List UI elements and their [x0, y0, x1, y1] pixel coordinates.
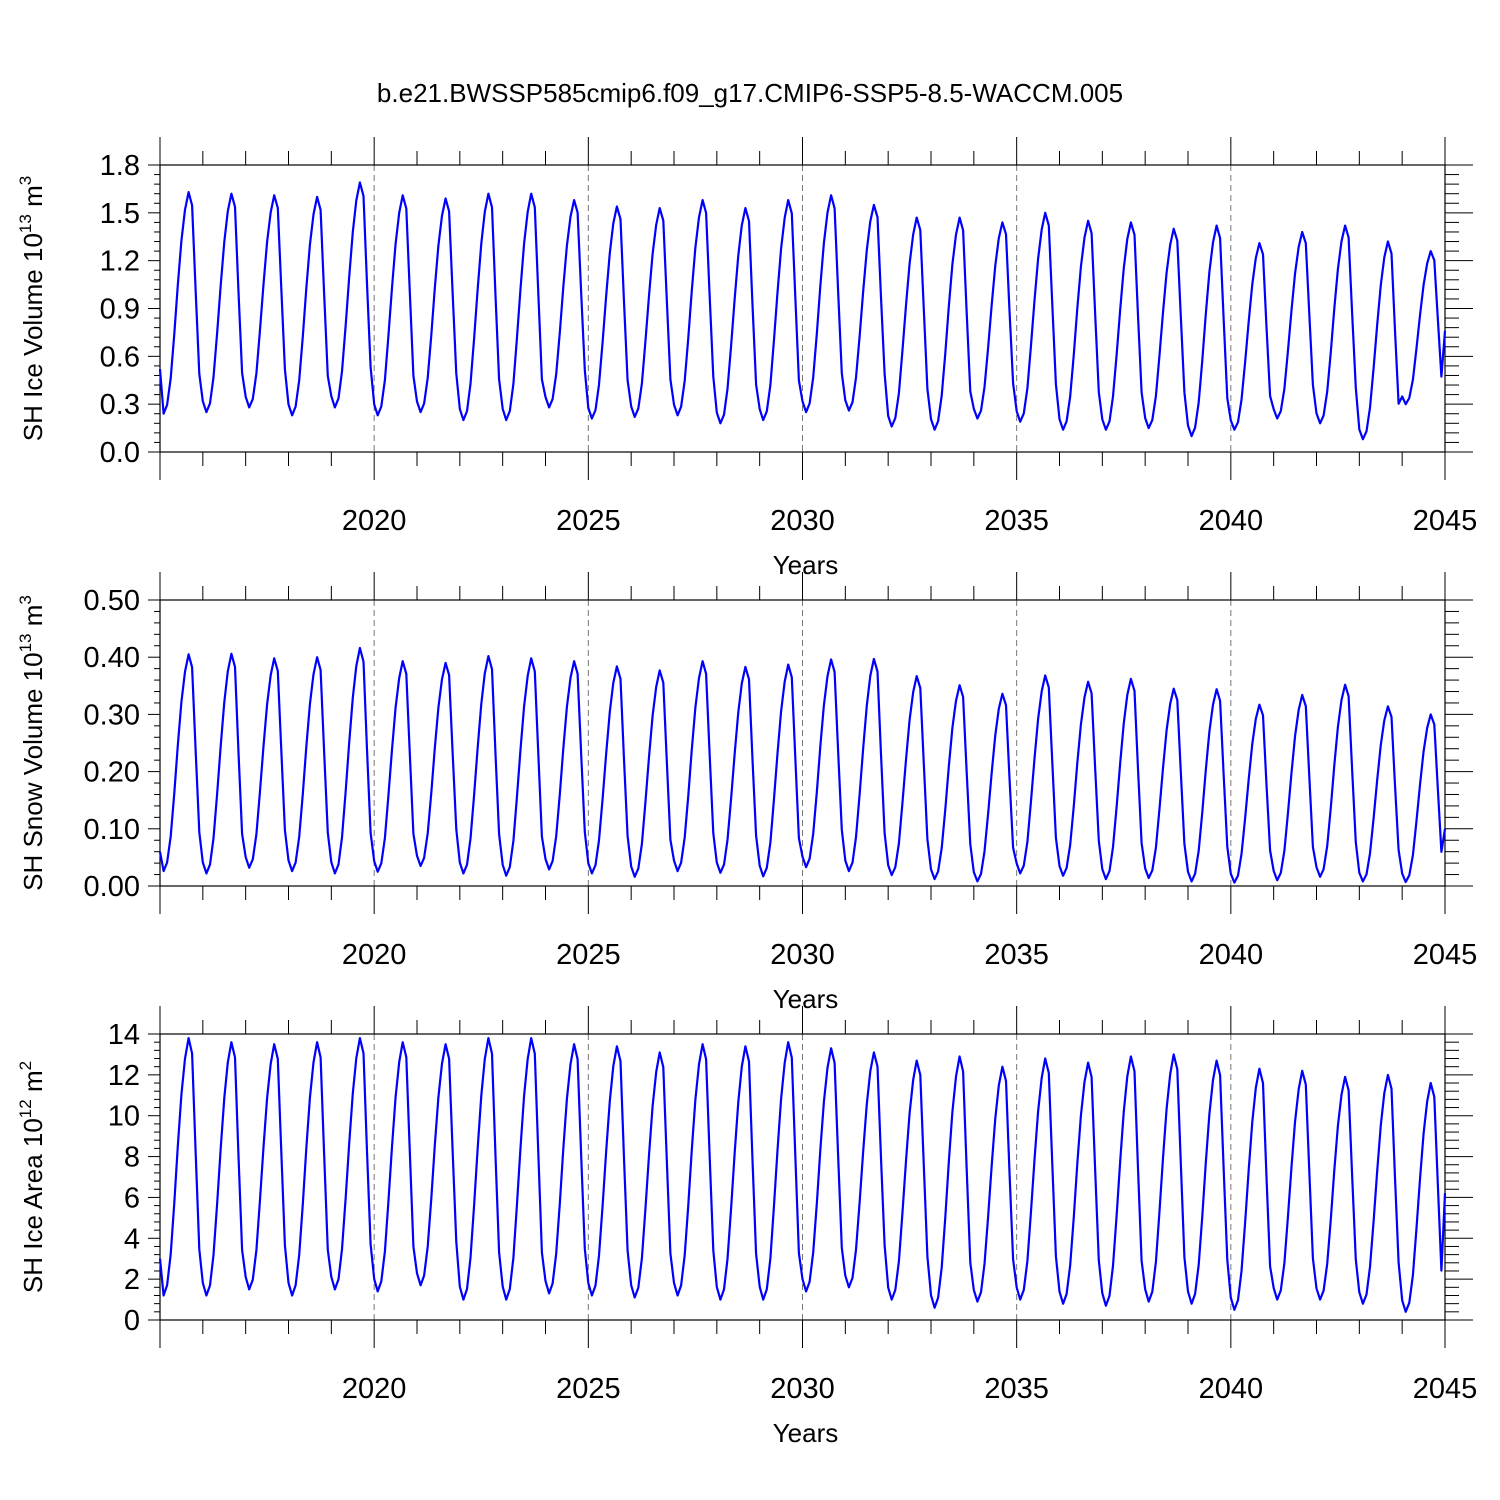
chart-panel-3: 0 2 4 6 8 10 12 14 2020 2025 2030 2035 2040 2045 Years…	[16, 1006, 1477, 1448]
y-tick-label: 0.00	[84, 871, 140, 903]
y-tick-label: 0.0	[100, 437, 140, 469]
x-tick-label: 2030	[770, 505, 835, 537]
x-tick-label: 2040	[1199, 939, 1264, 971]
x-tick-label: 2025	[556, 505, 621, 537]
y-tick-label: 0.40	[84, 642, 140, 674]
x-tick-label: 2040	[1199, 505, 1264, 537]
y-tick-label: 10	[108, 1101, 140, 1133]
x-tick-label: 2025	[556, 939, 621, 971]
series-line	[158, 181, 1447, 441]
x-tick-label: 2035	[984, 505, 1049, 537]
x-tick-label: 2035	[984, 939, 1049, 971]
y-tick-label: 0.50	[84, 585, 140, 617]
x-tick-label: 2020	[342, 505, 407, 537]
y-tick-label: 6	[124, 1182, 140, 1214]
x-tick-label: 2040	[1199, 1373, 1264, 1405]
x-tick-label: 2025	[556, 1373, 621, 1405]
y-tick-label: 0.9	[100, 294, 140, 326]
chart-panel-1: 0.0 0.3 0.6 0.9 1.2 1.5 1.8 2020 2025 2030 2035 204…	[16, 137, 1477, 580]
x-tick-label: 2045	[1413, 1373, 1478, 1405]
y-tick-label: 2	[124, 1264, 140, 1296]
chart-panel-2: 0.00 0.10 0.20 0.30 0.40 0.50 2020 2025 2030 2035…	[16, 572, 1477, 1014]
x-tick-label: 2030	[770, 939, 835, 971]
x-tick-label: 2045	[1413, 505, 1478, 537]
x-tick-label: 2020	[342, 1373, 407, 1405]
y-tick-label: 0	[124, 1305, 140, 1337]
y-axis-title: SH Snow Volume 1013 m3	[16, 595, 48, 891]
x-tick-label: 2020	[342, 939, 407, 971]
x-tick-label: 2045	[1413, 939, 1478, 971]
y-tick-label: 1.8	[100, 150, 140, 182]
y-axis-title: SH Ice Volume 1013 m3	[16, 176, 48, 441]
x-tick-label: 2030	[770, 1373, 835, 1405]
series-line	[158, 646, 1447, 884]
x-tick-label: 2035	[984, 1373, 1049, 1405]
x-axis-title: Years	[773, 1418, 839, 1448]
y-tick-label: 0.10	[84, 814, 140, 846]
y-axis-title: SH Ice Area 1012 m2	[16, 1061, 48, 1293]
x-axis-title: Years	[773, 984, 839, 1014]
y-tick-label: 12	[108, 1060, 140, 1092]
y-tick-label: 14	[108, 1019, 140, 1051]
y-tick-label: 0.30	[84, 699, 140, 731]
y-tick-label: 4	[124, 1223, 140, 1255]
x-axis-title: Years	[773, 550, 839, 580]
y-tick-label: 8	[124, 1142, 140, 1174]
y-tick-label: 0.6	[100, 341, 140, 373]
y-tick-label: 0.20	[84, 757, 140, 789]
y-tick-label: 0.3	[100, 389, 140, 421]
y-tick-label: 1.5	[100, 198, 140, 230]
series-line	[158, 1037, 1447, 1313]
chart-title: b.e21.BWSSP585cmip6.f09_g17.CMIP6-SSP5-8…	[377, 78, 1123, 108]
y-tick-label: 1.2	[100, 246, 140, 278]
